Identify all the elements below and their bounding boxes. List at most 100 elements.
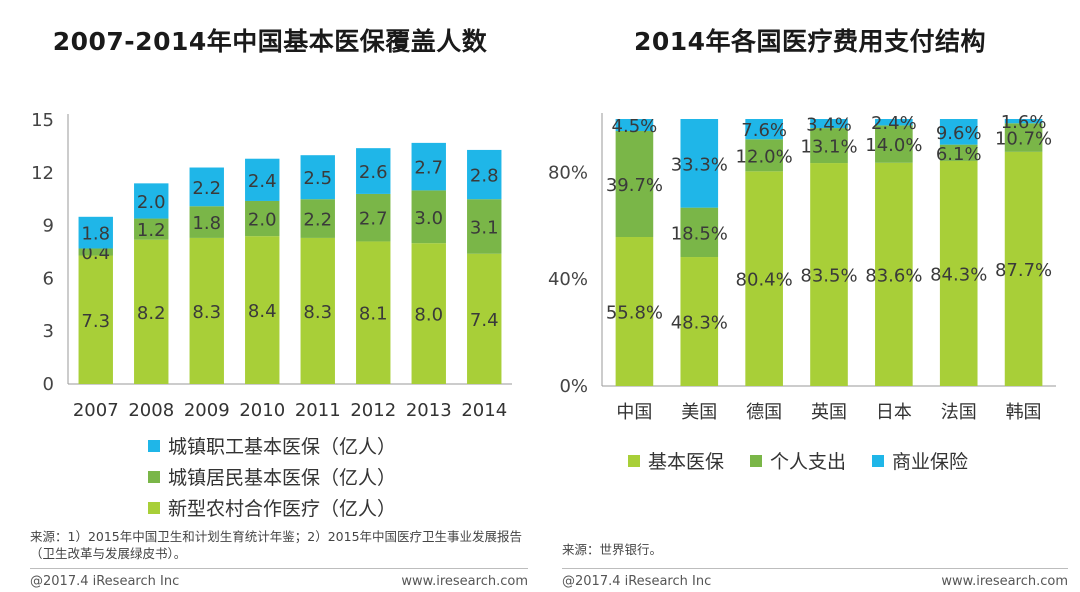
left-panel: 2007-2014年中国基本医保覆盖人数 0 3 6 9 12 15 7.3 0.4 1.8 20… <box>30 27 528 589</box>
legend-swatch <box>872 454 885 467</box>
right-footer-divider <box>562 568 1068 569</box>
bar-segment <box>1004 151 1043 386</box>
bar-segment <box>745 119 783 140</box>
data-label: 3.0 <box>414 208 443 229</box>
y-tick-label: 15 <box>31 110 54 131</box>
data-label: 7.4 <box>470 310 499 331</box>
data-label: 48.3% <box>671 313 728 334</box>
bar-segment <box>467 253 502 384</box>
bar-segment <box>615 119 654 132</box>
bar-segment <box>810 163 848 386</box>
bar-segment <box>300 155 335 200</box>
data-label: 2.5 <box>303 168 332 189</box>
bar-segment <box>615 237 654 386</box>
bar-segment <box>189 167 224 207</box>
y-tick-label: 6 <box>43 268 54 289</box>
y-tick-label: 0% <box>559 376 588 397</box>
left-chart-title: 2007-2014年中国基本医保覆盖人数 <box>52 27 488 56</box>
bar-segment <box>939 160 978 386</box>
y-tick-label: 40% <box>548 269 588 290</box>
x-tick-label: 2008 <box>128 400 174 421</box>
y-tick-label: 0 <box>43 374 54 395</box>
left-legend: 城镇职工基本医保（亿人） 城镇居民基本医保（亿人） 新型农村合作医疗（亿人） <box>148 430 396 523</box>
bar-segment <box>939 144 978 161</box>
legend-item: 个人支出 <box>750 445 846 476</box>
right-legend: 基本医保 个人支出 商业保险 <box>628 445 994 476</box>
bar-segment <box>300 199 335 238</box>
legend-item: 城镇职工基本医保（亿人） <box>148 430 396 461</box>
y-tick-label: 80% <box>548 162 588 183</box>
data-label: 2.0 <box>248 210 277 231</box>
x-tick-label: 韩国 <box>1006 402 1042 423</box>
x-tick-label: 德国 <box>746 402 782 423</box>
bar-segment <box>467 199 502 254</box>
data-label: 1.6% <box>1001 112 1047 133</box>
legend-swatch <box>628 454 640 467</box>
data-label: 7.3 <box>81 311 110 332</box>
data-label: 1.2 <box>137 220 166 241</box>
legend-label: 新型农村合作医疗（亿人） <box>168 498 397 520</box>
bar-segment <box>875 162 913 386</box>
bar-segment <box>939 119 978 145</box>
right-chart-title: 2014年各国医疗费用支付结构 <box>633 27 987 56</box>
data-label: 8.1 <box>359 304 388 325</box>
data-label: 2.0 <box>137 192 166 213</box>
data-label: 10.7% <box>995 129 1052 150</box>
legend-label: 城镇职工基本医保（亿人） <box>168 436 397 458</box>
left-source: 来源：1）2015年中国卫生和计划生育统计年鉴；2）2015年中国医疗卫生事业发… <box>30 529 523 561</box>
bar-segment <box>810 128 848 164</box>
bar-segment <box>134 183 169 219</box>
data-label: 83.6% <box>865 265 922 286</box>
legend-label: 城镇居民基本医保（亿人） <box>168 467 397 489</box>
bar-segment <box>245 236 280 384</box>
x-tick-label: 中国 <box>616 402 652 423</box>
right-source: 来源：世界银行。 <box>562 542 663 557</box>
legend-label: 个人支出 <box>770 451 847 473</box>
data-label: 55.8% <box>606 303 663 324</box>
data-label: 2.7 <box>414 158 443 179</box>
data-label: 2.6 <box>359 162 388 183</box>
bar-segment <box>189 237 224 384</box>
bar-segment <box>78 255 113 384</box>
x-tick-label: 法国 <box>941 402 977 423</box>
bar-segment <box>245 158 280 201</box>
y-tick-label: 12 <box>31 163 54 184</box>
bar-segment <box>745 171 783 386</box>
bar-segment <box>356 193 391 242</box>
legend-swatch <box>148 439 160 452</box>
data-label: 2.4 <box>248 171 277 192</box>
x-tick-label: 2009 <box>184 400 230 421</box>
legend-item: 基本医保 <box>628 445 724 476</box>
bar-segment <box>615 131 654 238</box>
bar-segment <box>680 207 719 258</box>
x-tick-label: 2013 <box>406 400 452 421</box>
data-label: 9.6% <box>936 123 982 144</box>
data-label: 2.2 <box>303 210 332 231</box>
legend-label: 商业保险 <box>892 451 969 473</box>
legend-swatch <box>750 454 763 467</box>
data-label: 4.5% <box>612 116 658 137</box>
bar-segment <box>467 149 502 200</box>
data-label: 33.3% <box>671 154 728 175</box>
left-footer-divider <box>30 568 528 569</box>
data-label: 2.2 <box>192 178 221 199</box>
x-tick-label: 英国 <box>811 402 847 423</box>
bar-segment <box>680 257 719 386</box>
bar-segment <box>745 139 783 172</box>
bar-segment <box>1004 119 1043 124</box>
data-label: 3.1 <box>470 217 499 238</box>
x-tick-label: 日本 <box>876 402 912 423</box>
bar-segment <box>245 200 280 237</box>
data-label: 7.6% <box>741 120 787 141</box>
data-label: 2.8 <box>470 166 499 187</box>
x-tick-label: 美国 <box>681 402 717 423</box>
data-label: 18.5% <box>671 223 728 244</box>
right-copyright: @2017.4 iResearch Inc <box>562 574 712 589</box>
bar-segment <box>810 119 848 129</box>
bar-segment <box>189 206 224 238</box>
data-label: 39.7% <box>606 175 663 196</box>
bar-segment <box>134 218 169 240</box>
bar-segment <box>875 119 913 126</box>
bar-segment <box>680 119 719 208</box>
x-tick-label: 2014 <box>461 400 507 421</box>
